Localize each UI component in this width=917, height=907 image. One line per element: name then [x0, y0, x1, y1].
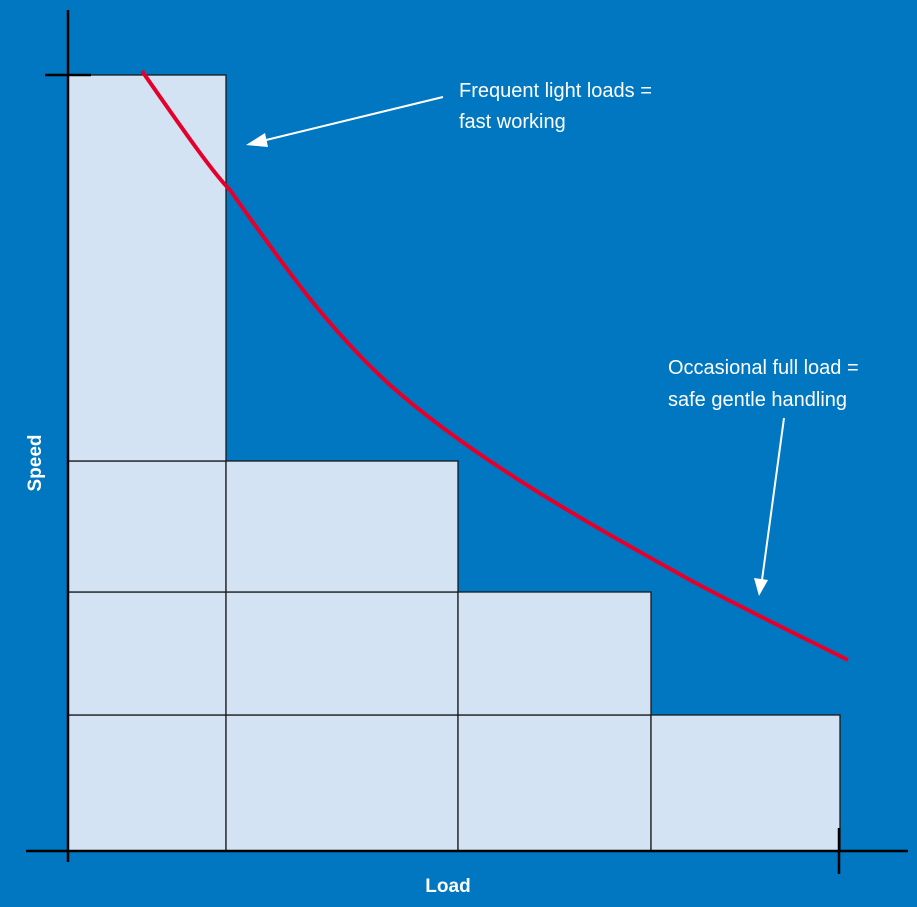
annotation-full-load-line1: Occasional full load =	[668, 357, 859, 379]
grid-cell	[67, 460, 227, 593]
grid-cell	[225, 460, 459, 593]
grid-cell	[225, 591, 459, 716]
annotation-full-load-arrowhead	[754, 578, 768, 596]
grid-cell	[67, 714, 227, 852]
annotation-light-loads-arrow-line	[261, 96, 444, 142]
annotation-light-loads: Frequent light loads = fast working	[246, 80, 652, 147]
load-speed-cells	[67, 74, 841, 852]
grid-cell	[457, 591, 652, 716]
grid-cell	[67, 591, 227, 716]
annotation-full-load-arrow-line	[761, 417, 785, 581]
annotation-light-loads-line2: fast working	[459, 111, 566, 133]
y-axis-label: Speed	[25, 434, 46, 491]
grid-cell	[225, 714, 459, 852]
annotation-light-loads-line1: Frequent light loads =	[459, 80, 652, 102]
axes	[26, 10, 908, 874]
x-axis-label: Load	[425, 876, 470, 897]
speed-load-curve	[140, 69, 849, 662]
annotation-light-loads-arrowhead	[246, 133, 268, 147]
annotation-full-load-line2: safe gentle handling	[668, 389, 847, 411]
annotation-full-load: Occasional full load = safe gentle handl…	[668, 357, 859, 596]
grid-cell	[67, 74, 227, 462]
grid-cell	[650, 714, 841, 852]
grid-cell	[457, 714, 652, 852]
